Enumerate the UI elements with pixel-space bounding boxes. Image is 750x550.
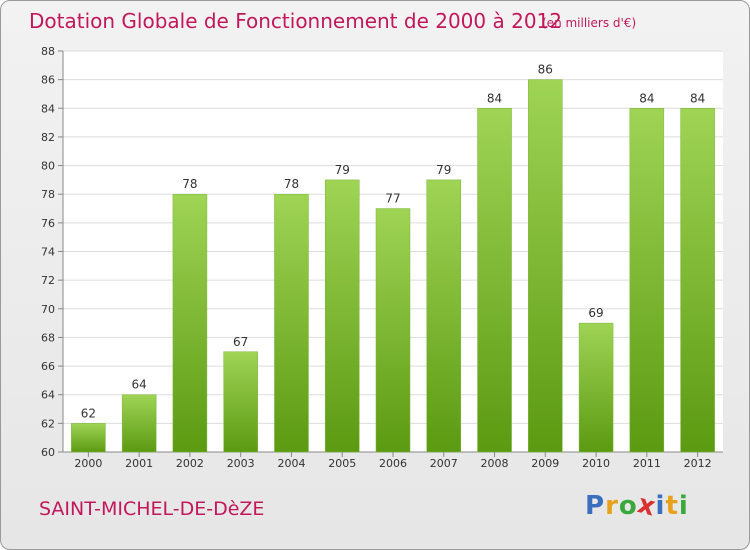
bar-value-label: 79	[436, 163, 451, 177]
x-tick-label: 2012	[684, 457, 712, 470]
logo-letter: t	[665, 491, 679, 521]
bar	[426, 179, 462, 453]
bar	[172, 193, 208, 453]
bar-value-label: 79	[335, 163, 350, 177]
x-tick-label: 2003	[227, 457, 255, 470]
y-tick-label: 80	[41, 160, 55, 173]
x-tick-label: 2002	[176, 457, 204, 470]
y-tick-label: 66	[41, 360, 55, 373]
bar	[274, 193, 309, 453]
y-tick-label: 86	[41, 74, 55, 87]
y-tick-label: 70	[41, 303, 55, 316]
y-tick-label: 74	[41, 246, 55, 259]
y-tick-label: 76	[41, 217, 55, 230]
bar-value-label: 84	[487, 91, 502, 105]
logo-letter: P	[585, 491, 606, 521]
chart-title: Dotation Globale de Fonctionnement de 20…	[29, 9, 562, 33]
bar-value-label: 69	[588, 306, 603, 320]
y-tick-label: 88	[41, 45, 55, 58]
y-tick-label: 60	[41, 446, 55, 459]
y-tick-label: 78	[41, 188, 55, 201]
bar	[71, 423, 106, 453]
logo-letter: o	[618, 491, 638, 521]
bar	[121, 394, 157, 453]
x-tick-label: 2011	[633, 457, 661, 470]
bar	[528, 79, 563, 453]
logo-letter: r	[605, 491, 619, 521]
bar-value-label: 86	[538, 63, 553, 77]
bar	[477, 108, 512, 453]
bar	[375, 208, 411, 453]
x-tick-label: 2006	[379, 457, 407, 470]
y-tick-label: 62	[41, 417, 55, 430]
bar-value-label: 62	[81, 406, 96, 420]
x-tick-label: 2008	[481, 457, 509, 470]
bar-value-label: 64	[132, 378, 147, 392]
bar-value-label: 84	[639, 91, 654, 105]
bar-value-label: 84	[690, 91, 705, 105]
bar	[629, 108, 665, 453]
bar-value-label: 77	[385, 192, 400, 206]
x-tick-label: 2000	[74, 457, 102, 470]
x-tick-label: 2001	[125, 457, 153, 470]
logo-letter: i	[678, 491, 689, 521]
chart-subtitle: (en milliers d'€)	[542, 16, 637, 30]
y-tick-label: 72	[41, 274, 55, 287]
logo-letter: i	[655, 491, 666, 521]
bar-value-label: 78	[284, 177, 299, 191]
y-tick-label: 64	[41, 389, 55, 402]
y-tick-label: 84	[41, 102, 55, 115]
bar	[223, 351, 258, 453]
bar-value-label: 78	[182, 177, 197, 191]
bar-value-label: 67	[233, 335, 248, 349]
bar	[324, 179, 360, 453]
x-tick-label: 2010	[582, 457, 610, 470]
y-tick-label: 82	[41, 131, 55, 144]
commune-name: SAINT-MICHEL-DE-DèZE	[39, 498, 265, 520]
x-tick-label: 2009	[531, 457, 559, 470]
proxiti-logo: Proxiti	[585, 489, 689, 523]
x-tick-label: 2007	[430, 457, 458, 470]
y-tick-label: 68	[41, 331, 55, 344]
bar	[578, 322, 614, 453]
x-tick-label: 2005	[328, 457, 356, 470]
bar	[680, 108, 715, 453]
x-tick-label: 2004	[277, 457, 305, 470]
